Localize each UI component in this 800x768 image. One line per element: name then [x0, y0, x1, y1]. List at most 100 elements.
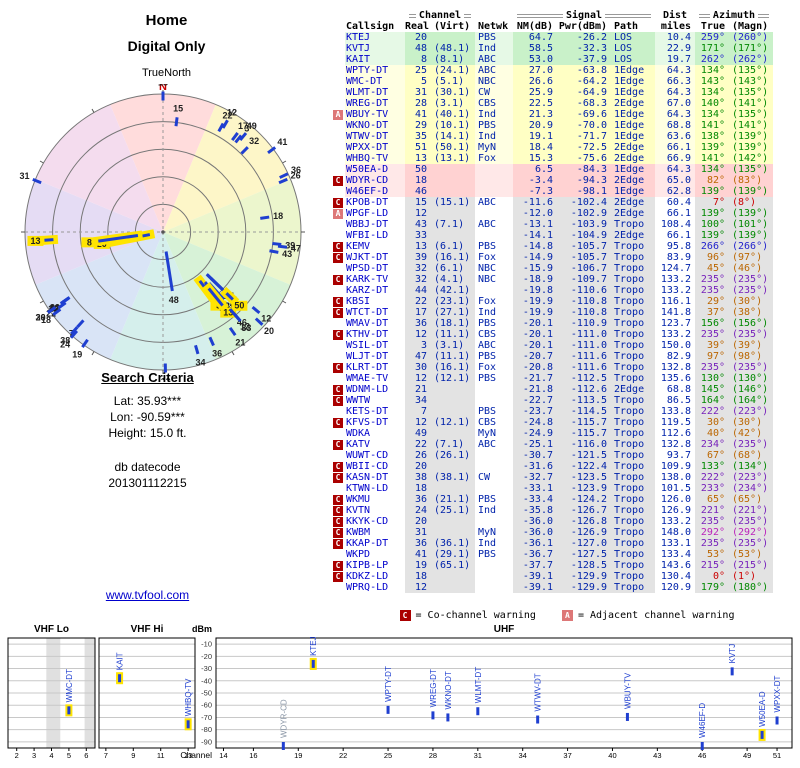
cell-virt: (50.1) — [431, 142, 475, 153]
azimuth-group-label: Azimuth — [712, 10, 756, 21]
cell-callsign[interactable]: KTWN-LD — [345, 483, 405, 494]
cell-callsign[interactable]: WKNO-DT — [345, 120, 405, 131]
cell-netwk: CW — [475, 87, 513, 98]
table-row: C KKAP-DT 36 (36.1) Ind -36.1 -127.0 Tropo 133.1… — [333, 538, 799, 549]
cell-callsign[interactable]: WMAV-DT — [345, 318, 405, 329]
cell-callsign[interactable]: WMC-DT — [345, 76, 405, 87]
station-channel-label: 22 — [46, 308, 56, 318]
station-channel-label: 47 — [291, 243, 301, 253]
cell-callsign[interactable]: KWBM — [345, 527, 405, 538]
cell-callsign[interactable]: WLMT-DT — [345, 87, 405, 98]
cell-callsign[interactable]: KETS-DT — [345, 406, 405, 417]
cell-callsign[interactable]: KAIT — [345, 54, 405, 65]
cell-magn: (97°) — [729, 252, 773, 263]
cell-pwr: -111.6 — [557, 351, 611, 362]
station-mark — [272, 242, 282, 246]
cell-nm: -12.0 — [513, 208, 557, 219]
cell-callsign[interactable]: WBUY-TV — [345, 109, 405, 120]
cell-magn: (156°) — [729, 318, 773, 329]
cell-callsign[interactable]: KDKZ-LD — [345, 571, 405, 582]
cell-callsign[interactable]: KLRT-DT — [345, 362, 405, 373]
cell-pwr: -113.5 — [557, 395, 611, 406]
cell-true: 156° — [695, 318, 729, 329]
cell-magn: (83°) — [729, 175, 773, 186]
cell-callsign[interactable]: WMAE-TV — [345, 373, 405, 384]
station-mark — [208, 336, 215, 347]
cell-pwr: -98.1 — [557, 186, 611, 197]
cell-virt — [431, 164, 475, 175]
cell-callsign[interactable]: WLJT-DT — [345, 351, 405, 362]
cell-pwr: -70.0 — [557, 120, 611, 131]
station-channel-label: 21 — [235, 338, 245, 348]
cell-callsign[interactable]: WDYR-CD — [345, 175, 405, 186]
cell-callsign[interactable]: WPGF-LD — [345, 208, 405, 219]
cell-callsign[interactable]: KTEJ — [345, 32, 405, 43]
cell-nm: 26.6 — [513, 76, 557, 87]
cell-callsign[interactable]: WFBI-LD — [345, 230, 405, 241]
cell-callsign[interactable]: WSIL-DT — [345, 340, 405, 351]
cell-callsign[interactable]: WDNM-LD — [345, 384, 405, 395]
cell-callsign[interactable]: KKYK-CD — [345, 516, 405, 527]
cell-callsign[interactable]: WWTW — [345, 395, 405, 406]
cell-callsign[interactable]: WPTY-DT — [345, 65, 405, 76]
cell-callsign[interactable]: KVTJ — [345, 43, 405, 54]
cell-callsign[interactable]: KIPB-LP — [345, 560, 405, 571]
cell-callsign[interactable]: KBSI — [345, 296, 405, 307]
table-row: WREG-DT 28 (3.1) CBS 22.5 -68.3 2Edge 67.0 140°(… — [333, 98, 799, 109]
cell-callsign[interactable]: WHBQ-TV — [345, 153, 405, 164]
cell-nm: -7.3 — [513, 186, 557, 197]
cell-miles: 119.5 — [655, 417, 695, 428]
cell-callsign[interactable]: KASN-DT — [345, 472, 405, 483]
cell-callsign[interactable]: WREG-DT — [345, 98, 405, 109]
cell-callsign[interactable]: WPRQ-LD — [345, 582, 405, 593]
cell-callsign[interactable]: WBII-CD — [345, 461, 405, 472]
cell-nm: -18.9 — [513, 274, 557, 285]
table-row: C KWBM 31 MyN -36.0 -126.9 Tropo 148.0 292° (292°… — [333, 527, 799, 538]
cell-miles: 133.2 — [655, 516, 695, 527]
table-row: W50EA-D 50 6.5 -84.3 1Edge 64.3 134° (135°) — [333, 164, 799, 175]
cell-real: 51 — [405, 142, 431, 153]
cell-callsign[interactable]: KKAP-DT — [345, 538, 405, 549]
cell-callsign[interactable]: WKPD — [345, 549, 405, 560]
station-channel-label: 36 — [36, 313, 46, 323]
cell-real: 12 — [405, 208, 431, 219]
cell-callsign[interactable]: WDKA — [345, 428, 405, 439]
cell-pwr: -121.5 — [557, 450, 611, 461]
table-row: WMAE-TV 12 (12.1) PBS -21.7 -112.5 Tropo 135.6 1… — [333, 373, 799, 384]
cell-miles: 66.1 — [655, 230, 695, 241]
cell-true: 133° — [695, 461, 729, 472]
cell-callsign[interactable]: KTHV-DT — [345, 329, 405, 340]
cell-callsign[interactable]: WKMU — [345, 494, 405, 505]
cell-callsign[interactable]: KFVS-DT — [345, 417, 405, 428]
cell-netwk: PBS — [475, 120, 513, 131]
dbm-tick-label: -80 — [201, 725, 212, 734]
station-mark — [277, 244, 288, 249]
cell-callsign[interactable]: WPXX-DT — [345, 142, 405, 153]
station-mark — [32, 178, 42, 185]
cell-path: Tropo — [611, 549, 655, 560]
cell-callsign[interactable]: WTCT-DT — [345, 307, 405, 318]
col-virt: (Virt) — [434, 21, 471, 32]
cell-callsign[interactable]: WUWT-CD — [345, 450, 405, 461]
cell-nm: -30.7 — [513, 450, 557, 461]
radar-titles: Home Digital Only TrueNorth — [0, 12, 333, 79]
cell-callsign[interactable]: KEMV — [345, 241, 405, 252]
cell-callsign[interactable]: W46EF-D — [345, 186, 405, 197]
chart-point-label: W50EA-D — [758, 691, 767, 727]
cell-callsign[interactable]: WTWV-DT — [345, 131, 405, 142]
chart-point-label: WKNO-DT — [444, 671, 453, 709]
cell-callsign[interactable]: WBBJ-DT — [345, 219, 405, 230]
cell-path: Tropo — [611, 219, 655, 230]
cell-callsign[interactable]: KATV — [345, 439, 405, 450]
cell-pwr: -110.8 — [557, 296, 611, 307]
warning-flag — [333, 76, 345, 87]
cell-callsign[interactable]: WJKT-DT — [345, 252, 405, 263]
tvfool-link[interactable]: www.tvfool.com — [105, 588, 190, 602]
cell-callsign[interactable]: KARZ-DT — [345, 285, 405, 296]
cell-callsign[interactable]: W50EA-D — [345, 164, 405, 175]
cell-callsign[interactable]: KVTN — [345, 505, 405, 516]
cell-callsign[interactable]: KARK-TV — [345, 274, 405, 285]
cell-real: 19 — [405, 560, 431, 571]
cell-callsign[interactable]: WPSD-DT — [345, 263, 405, 274]
cell-callsign[interactable]: KPOB-DT — [345, 197, 405, 208]
